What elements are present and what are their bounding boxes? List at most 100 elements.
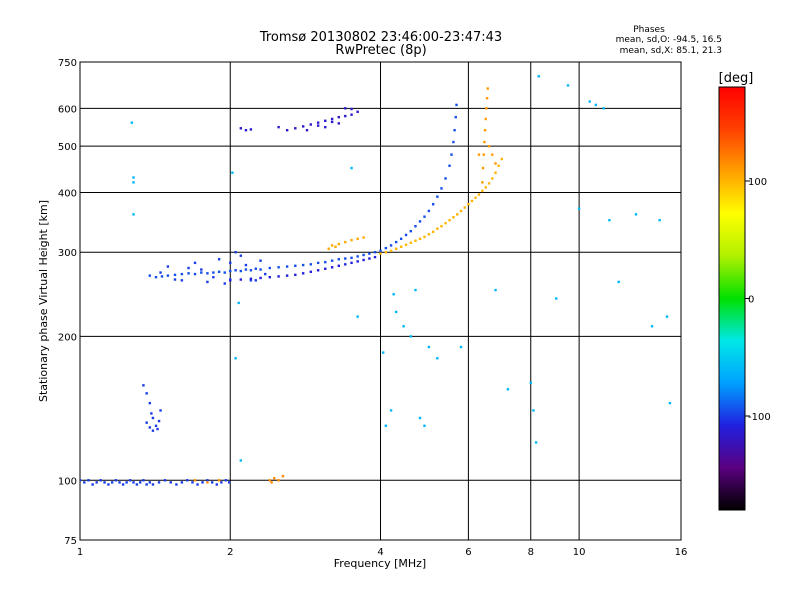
data-point	[356, 110, 359, 114]
data-point	[193, 479, 197, 482]
data-point	[477, 153, 481, 156]
stats-x-mode: mean, sd,X: 85.1, 21.3	[620, 46, 722, 56]
data-point	[264, 272, 267, 276]
data-point	[444, 222, 447, 225]
data-point	[294, 273, 297, 277]
data-point	[301, 272, 305, 275]
data-point	[330, 120, 334, 124]
data-point	[201, 481, 204, 484]
data-point	[324, 260, 327, 264]
data-point	[394, 310, 398, 314]
data-point	[268, 275, 271, 279]
y-tick-label: 100	[58, 476, 77, 487]
data-point	[362, 253, 365, 257]
data-point	[594, 103, 598, 107]
data-point	[404, 233, 408, 237]
data-point	[448, 164, 451, 167]
data-point	[270, 481, 273, 484]
data-point	[118, 481, 121, 484]
data-point	[151, 483, 155, 486]
data-point	[344, 240, 347, 244]
data-point	[277, 266, 280, 269]
x-axis: 1 2 4 6 8 10 16	[77, 547, 688, 558]
data-point	[316, 269, 320, 272]
data-point	[617, 280, 620, 284]
data-point	[368, 252, 371, 255]
data-point	[436, 357, 439, 360]
data-point	[294, 127, 297, 130]
data-point	[389, 244, 393, 247]
data-point	[455, 103, 458, 107]
data-point	[135, 483, 139, 486]
data-point	[566, 84, 570, 87]
data-point	[494, 162, 497, 165]
data-point	[356, 237, 359, 241]
grid-lines	[80, 62, 681, 540]
data-point	[234, 251, 237, 254]
data-point	[277, 479, 280, 482]
data-point	[485, 107, 488, 110]
x-tick-label: 2	[227, 547, 233, 558]
data-point	[239, 278, 243, 281]
data-point	[634, 213, 638, 216]
data-point	[173, 273, 177, 277]
data-point	[356, 255, 359, 258]
data-point	[239, 269, 243, 273]
x-tick-label: 4	[377, 547, 383, 558]
colorbar-tick-label: -100	[748, 412, 771, 423]
data-point	[454, 115, 457, 119]
data-point	[305, 128, 309, 132]
data-point	[399, 237, 403, 241]
data-point	[330, 266, 334, 269]
data-point	[142, 384, 145, 387]
data-point	[448, 219, 451, 222]
data-point	[249, 277, 253, 280]
data-point	[294, 264, 297, 267]
data-point	[148, 426, 152, 429]
data-point	[668, 401, 672, 405]
y-tick-label: 400	[58, 188, 77, 199]
data-point	[193, 261, 197, 265]
data-point	[107, 483, 110, 486]
data-point	[500, 157, 504, 161]
data-point	[212, 275, 215, 279]
data-point	[491, 177, 494, 180]
data-point	[166, 265, 170, 268]
data-point	[301, 263, 305, 267]
data-point	[588, 100, 591, 103]
data-point	[187, 266, 190, 270]
data-point	[130, 121, 134, 124]
data-point	[285, 274, 289, 277]
data-point	[150, 412, 153, 415]
y-axis: 75 100 200 300 400 500 600 750	[58, 58, 77, 547]
data-point	[404, 243, 408, 246]
y-axis-label: Stationary phase Virtual Height [km]	[37, 200, 50, 402]
stats-heading: Phases	[633, 25, 665, 35]
data-point	[389, 409, 393, 412]
data-point	[180, 272, 184, 276]
data-point	[381, 351, 385, 354]
data-point	[191, 481, 194, 484]
stats-o-mode: mean, sd,O: -94.5, 16.5	[616, 35, 722, 45]
data-point	[344, 107, 347, 110]
data-point	[467, 203, 470, 206]
data-point	[459, 209, 463, 213]
data-point	[148, 481, 152, 484]
data-point	[187, 272, 190, 275]
y-tick-label: 300	[58, 248, 77, 259]
data-point	[268, 479, 271, 482]
data-point	[224, 479, 228, 482]
data-point	[249, 279, 253, 282]
data-point	[577, 207, 581, 210]
data-point	[186, 479, 189, 482]
data-point	[481, 166, 485, 170]
data-point	[486, 87, 489, 90]
data-point	[110, 481, 114, 484]
data-point	[206, 280, 209, 284]
data-point	[484, 186, 487, 189]
x-axis-label: Frequency [MHz]	[334, 557, 426, 570]
data-point	[273, 477, 276, 480]
data-point	[394, 240, 398, 244]
data-point	[337, 115, 341, 119]
data-point	[239, 254, 243, 257]
